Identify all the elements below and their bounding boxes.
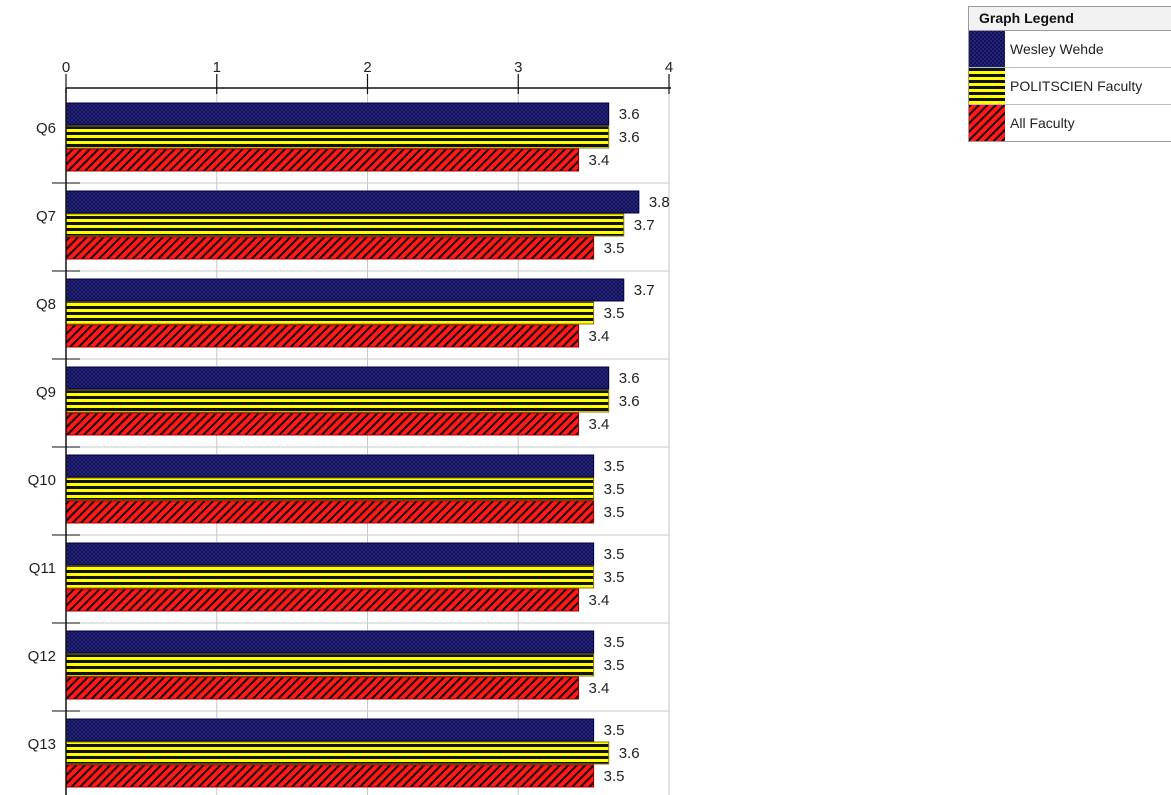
data-label: 3.5 [604,768,625,785]
x-tick-label: 0 [62,59,70,76]
data-label: 3.5 [604,657,625,674]
data-label: 3.6 [619,370,640,387]
bar [65,236,595,260]
legend-swatch-striped-yellow [969,68,1005,104]
bar [65,542,595,566]
data-label: 3.4 [589,416,610,433]
data-label: 3.8 [649,194,670,211]
bar [65,190,640,214]
bar [65,764,595,788]
x-tick-label: 3 [514,59,522,76]
x-tick-label: 4 [665,59,673,76]
data-label: 3.5 [604,546,625,563]
data-label: 3.4 [589,152,610,169]
graph-legend: Graph Legend Wesley Wehde POLITSCIEN Fac… [968,6,1171,142]
bar [65,630,595,654]
data-label: 3.7 [634,282,655,299]
legend-swatch-hatched-red [969,105,1005,141]
data-label: 3.5 [604,458,625,475]
legend-label: Wesley Wehde [1010,41,1104,57]
data-label: 3.4 [589,680,610,697]
data-label: 3.6 [619,745,640,762]
bar [65,500,595,524]
data-label: 3.5 [604,504,625,521]
legend-title: Graph Legend [969,7,1171,31]
category-label: Q9 [36,384,56,401]
bar [65,301,595,325]
axes: 0 1 2 3 4 [52,59,673,795]
category-label: Q6 [36,120,56,137]
bar [65,125,610,149]
data-label: 3.5 [604,634,625,651]
data-label: 3.5 [604,722,625,739]
data-label: 3.6 [619,393,640,410]
x-tick-label: 1 [213,59,221,76]
legend-item-all-faculty: All Faculty [969,105,1171,141]
data-label: 3.5 [604,305,625,322]
category-label: Q12 [28,648,56,665]
bars [65,102,640,788]
bar [65,588,580,612]
legend-label: POLITSCIEN Faculty [1010,78,1143,94]
bar [65,412,580,436]
data-label: 3.6 [619,106,640,123]
legend-item-politscien-faculty: POLITSCIEN Faculty [969,68,1171,105]
legend-swatch-crosshatch-navy [969,31,1005,67]
bar [65,148,580,172]
bar [65,454,595,478]
category-label: Q10 [28,472,56,489]
bar [65,653,595,677]
data-label: 3.4 [589,328,610,345]
bar [65,389,610,413]
data-label: 3.5 [604,240,625,257]
data-label: 3.5 [604,569,625,586]
bar [65,324,580,348]
bar [65,213,625,237]
category-label: Q8 [36,296,56,313]
data-label: 3.4 [589,592,610,609]
legend-label: All Faculty [1010,115,1075,131]
category-label: Q13 [28,736,56,753]
legend-item-wesley-wehde: Wesley Wehde [969,31,1171,68]
data-label: 3.7 [634,217,655,234]
category-label: Q7 [36,208,56,225]
bar [65,676,580,700]
bar [65,565,595,589]
bar [65,366,610,390]
bar [65,718,595,742]
x-tick-label: 2 [363,59,371,76]
category-label: Q11 [29,560,56,577]
bar [65,477,595,501]
bar [65,741,610,765]
data-label: 3.5 [604,481,625,498]
bar [65,102,610,126]
bar [65,278,625,302]
data-labels: 3.6 3.6 3.4 Q6 3.8 3.7 3.5 Q7 3.7 3.5 3.4 Q8 3.6 3.6 3… [28,106,670,785]
data-label: 3.6 [619,129,640,146]
